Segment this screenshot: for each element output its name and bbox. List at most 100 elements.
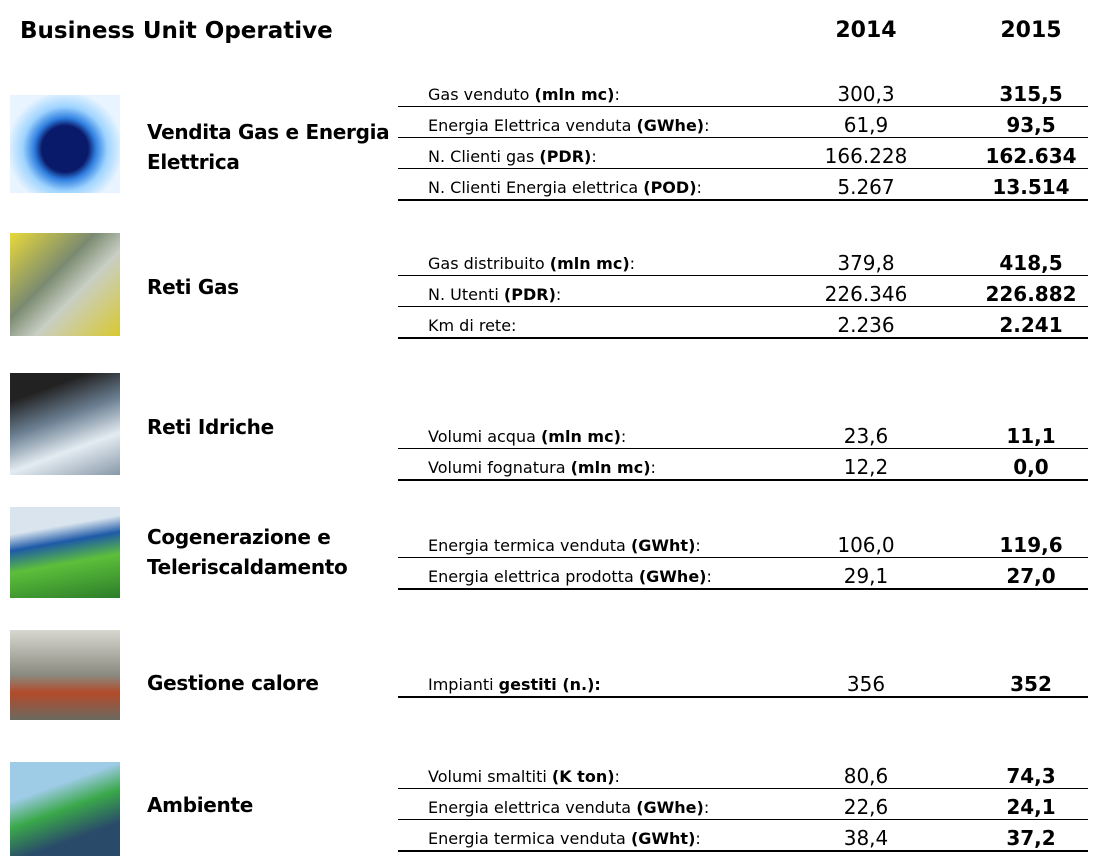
label-part: :	[621, 427, 626, 446]
label-part: (PDR)	[504, 285, 556, 304]
label-part: Impianti	[428, 675, 499, 694]
row-label: Km di rete:	[428, 316, 516, 335]
value-2014: 29,1	[796, 564, 936, 588]
unit-name: Reti Idriche	[147, 412, 397, 442]
unit-name: Gestione calore	[147, 668, 397, 698]
label-part: Volumi smaltiti	[428, 767, 552, 786]
value-2014: 166.228	[796, 144, 936, 168]
photo	[10, 233, 120, 336]
value-2015: 37,2	[961, 826, 1099, 850]
page-title: Business Unit Operative	[20, 18, 333, 44]
label-part: :	[614, 85, 619, 104]
row-label: Energia Elettrica venduta (GWhe):	[428, 116, 710, 135]
value-2015: 93,5	[961, 113, 1099, 137]
label-part: (GWhe)	[636, 798, 704, 817]
label-part: :	[697, 178, 702, 197]
label-part: (GWhe)	[639, 567, 707, 586]
label-part: :	[630, 254, 635, 273]
value-2014: 5.267	[796, 175, 936, 199]
unit-name: Reti Gas	[147, 272, 397, 302]
row-label: Volumi smaltiti (K ton):	[428, 767, 620, 786]
row-label: N. Clienti gas (PDR):	[428, 147, 597, 166]
label-part: (mln mc)	[571, 458, 651, 477]
label-part: Energia elettrica prodotta	[428, 567, 639, 586]
label-part: N. Utenti	[428, 285, 504, 304]
value-2014: 61,9	[796, 113, 936, 137]
value-2015: 119,6	[961, 533, 1099, 557]
data-row: N. Clienti Energia elettrica (POD): 5.267…	[398, 170, 1088, 201]
value-2014: 23,6	[796, 424, 936, 448]
label-part: (mln mc)	[535, 85, 615, 104]
label-part: :	[695, 829, 700, 848]
unit-name: Cogenerazione e Teleriscaldamento	[147, 522, 397, 582]
year-header: 2015	[971, 18, 1091, 43]
label-part: :	[651, 458, 656, 477]
year-header: 2014	[806, 18, 926, 43]
row-label: N. Clienti Energia elettrica (POD):	[428, 178, 702, 197]
value-2015: 13.514	[961, 175, 1099, 199]
label-part: (GWht)	[631, 536, 695, 555]
label-part: gestiti (n.):	[499, 675, 601, 694]
label-part: Energia termica venduta	[428, 536, 631, 555]
value-2015: 315,5	[961, 82, 1099, 106]
photo	[10, 373, 120, 475]
value-2015: 2.241	[961, 313, 1099, 337]
label-part: N. Clienti gas	[428, 147, 539, 166]
value-2015: 162.634	[961, 144, 1099, 168]
photo	[10, 95, 120, 193]
label-part: Energia termica venduta	[428, 829, 631, 848]
row-label: Energia termica venduta (GWht):	[428, 829, 701, 848]
label-part: (GWhe)	[636, 116, 704, 135]
row-label: N. Utenti (PDR):	[428, 285, 561, 304]
photo	[10, 762, 120, 856]
label-part: :	[695, 536, 700, 555]
value-2014: 226.346	[796, 282, 936, 306]
label-part: (POD)	[643, 178, 696, 197]
label-part: :	[556, 285, 561, 304]
label-part: Gas venduto	[428, 85, 535, 104]
photo	[10, 507, 120, 598]
value-2015: 24,1	[961, 795, 1099, 819]
row-label: Energia termica venduta (GWht):	[428, 536, 701, 555]
label-part: (mln mc)	[550, 254, 630, 273]
label-part: :	[706, 567, 711, 586]
label-part: Volumi fognatura	[428, 458, 571, 477]
label-part: Energia Elettrica venduta	[428, 116, 636, 135]
value-2014: 38,4	[796, 826, 936, 850]
value-2014: 80,6	[796, 764, 936, 788]
label-part: Gas distribuito	[428, 254, 550, 273]
value-2015: 11,1	[961, 424, 1099, 448]
label-part: (K ton)	[552, 767, 615, 786]
value-2014: 356	[796, 672, 936, 696]
label-part: :	[704, 798, 709, 817]
value-2014: 379,8	[796, 251, 936, 275]
label-part: :	[704, 116, 709, 135]
label-part: Energia elettrica venduta	[428, 798, 636, 817]
value-2015: 352	[961, 672, 1099, 696]
value-2015: 418,5	[961, 251, 1099, 275]
label-part: :	[591, 147, 596, 166]
page: Business Unit Operative 2014 2015 Vendit…	[0, 0, 1099, 856]
row-label: Energia elettrica prodotta (GWhe):	[428, 567, 712, 586]
row-label: Volumi acqua (mln mc):	[428, 427, 626, 446]
label-part: Km di rete:	[428, 316, 516, 335]
unit-name: Vendita Gas e Energia Elettrica	[147, 117, 397, 177]
value-2014: 12,2	[796, 455, 936, 479]
value-2015: 27,0	[961, 564, 1099, 588]
value-2014: 2.236	[796, 313, 936, 337]
row-label: Impianti gestiti (n.):	[428, 675, 601, 694]
label-part: :	[615, 767, 620, 786]
value-2015: 0,0	[961, 455, 1099, 479]
